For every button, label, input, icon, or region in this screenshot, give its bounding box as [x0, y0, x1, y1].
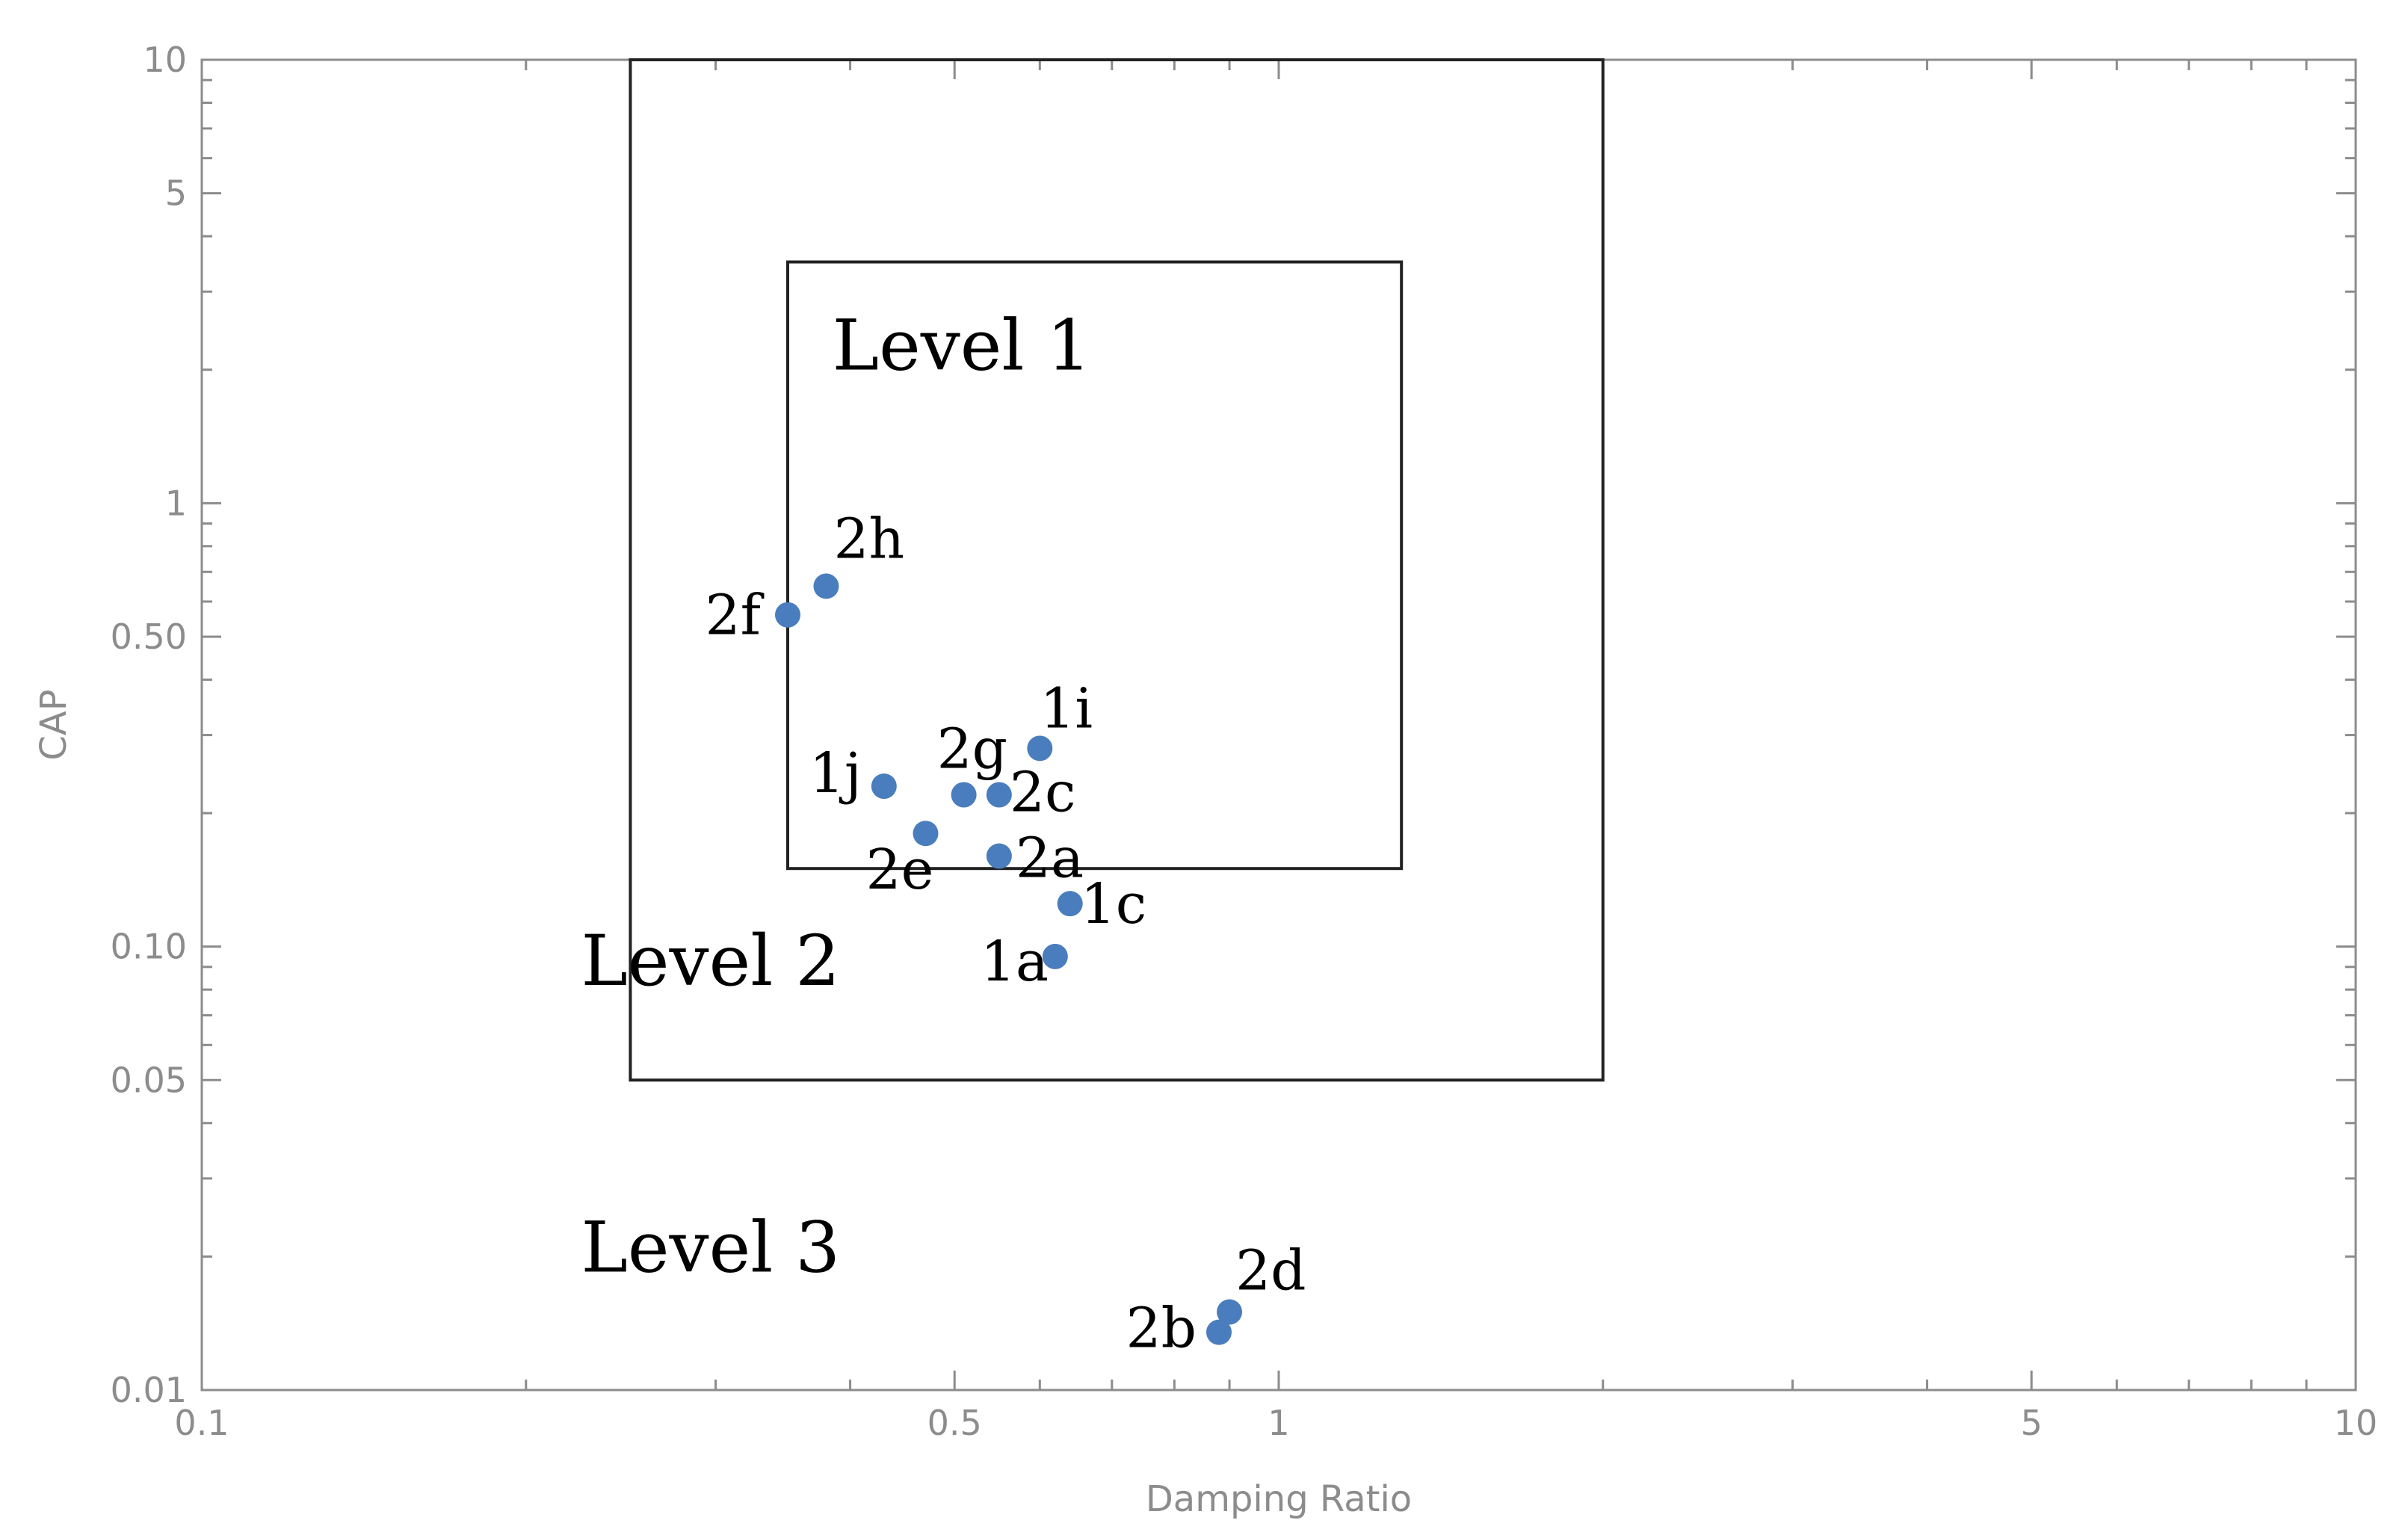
regions: Level 1 Level 2 Level 3: [581, 58, 1605, 1288]
point-label-2g: 2g: [937, 717, 1007, 781]
x-axis-title: Damping Ratio: [1146, 1478, 1412, 1520]
region-box-2: [629, 58, 1605, 1082]
data-point-2e: [913, 821, 939, 847]
data-point-1i: [1027, 735, 1053, 762]
point-label-2a: 2a: [1016, 827, 1084, 891]
point-label-2e: 2e: [865, 838, 933, 902]
data-point-2a: [986, 843, 1012, 869]
axes: [200, 58, 2357, 1392]
y-tick-label: 0.05: [111, 1060, 187, 1100]
data-point-2f: [775, 602, 801, 628]
point-label-2d: 2d: [1235, 1239, 1306, 1303]
data-point-2h: [813, 573, 839, 599]
data-point-2g: [951, 782, 977, 808]
x-tick-label: 0.5: [927, 1403, 982, 1443]
region-label-2: Level 2: [581, 921, 840, 1002]
point-label-1j: 1j: [809, 741, 862, 806]
y-tick-label: 5: [165, 173, 187, 214]
x-tick-label: 0.1: [174, 1403, 229, 1443]
point-label-1c: 1c: [1081, 872, 1147, 936]
y-tick-label: 0.01: [111, 1370, 187, 1410]
point-label-1a: 1a: [981, 930, 1049, 994]
data-point-2b: [1205, 1319, 1232, 1345]
point-label-2b: 2b: [1126, 1297, 1197, 1361]
region-label-1: Level 1: [833, 306, 1092, 387]
point-label-2h: 2h: [833, 507, 904, 571]
y-tick-label: 0.50: [111, 617, 187, 657]
data-point-1j: [871, 773, 897, 800]
data-point-1a: [1042, 943, 1068, 969]
plot-frame: [200, 58, 2357, 1392]
x-tick-label: 1: [1268, 1403, 1289, 1443]
region-label-3: Level 3: [581, 1207, 840, 1288]
ticks: 0.1 0.5 1 5 10 0.01 0.05 0.10 0.50 1 5 10: [111, 40, 2378, 1443]
x-tick-label: 10: [2334, 1403, 2378, 1443]
y-tick-label: 10: [143, 40, 187, 80]
data-point-1c: [1057, 891, 1083, 917]
data-point-2c: [986, 782, 1012, 808]
point-label-2c: 2c: [1010, 760, 1076, 824]
point-label-1i: 1i: [1040, 676, 1093, 741]
y-axis-title: CAP: [33, 689, 75, 760]
data-point-2d: [1217, 1299, 1243, 1325]
point-label-2f: 2f: [706, 584, 765, 648]
x-tick-label: 5: [2021, 1403, 2043, 1443]
y-tick-label: 1: [165, 483, 187, 523]
region-box-1: [786, 260, 1404, 871]
y-tick-label: 0.10: [111, 927, 187, 967]
